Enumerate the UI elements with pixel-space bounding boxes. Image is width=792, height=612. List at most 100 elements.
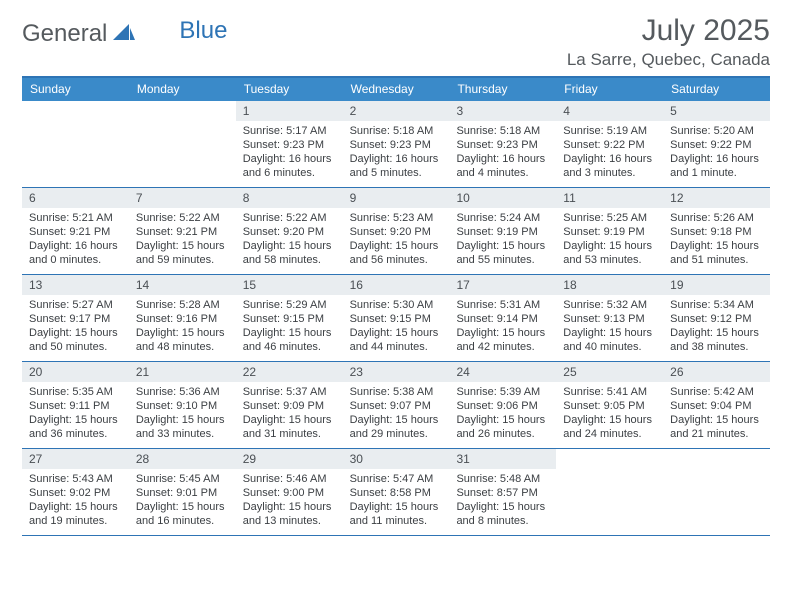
- calendar-cell: 31Sunrise: 5:48 AMSunset: 8:57 PMDayligh…: [449, 449, 556, 535]
- sunset-line: Sunset: 9:13 PM: [563, 312, 656, 326]
- sunrise-line: Sunrise: 5:23 AM: [350, 211, 443, 225]
- calendar-cell: 3Sunrise: 5:18 AMSunset: 9:23 PMDaylight…: [449, 101, 556, 187]
- cell-body: Sunrise: 5:28 AMSunset: 9:16 PMDaylight:…: [129, 295, 236, 360]
- daylight-line: Daylight: 16 hours and 4 minutes.: [456, 152, 549, 180]
- sunrise-line: Sunrise: 5:37 AM: [243, 385, 336, 399]
- daylight-line: Daylight: 15 hours and 33 minutes.: [136, 413, 229, 441]
- daylight-line: Daylight: 15 hours and 13 minutes.: [243, 500, 336, 528]
- weekday-header: Thursday: [449, 78, 556, 101]
- sunrise-line: Sunrise: 5:30 AM: [350, 298, 443, 312]
- daylight-line: Daylight: 15 hours and 26 minutes.: [456, 413, 549, 441]
- sunset-line: Sunset: 9:17 PM: [29, 312, 122, 326]
- daylight-line: Daylight: 16 hours and 0 minutes.: [29, 239, 122, 267]
- daylight-line: Daylight: 15 hours and 8 minutes.: [456, 500, 549, 528]
- page-header: General Blue July 2025 La Sarre, Quebec,…: [22, 14, 770, 70]
- sunrise-line: Sunrise: 5:18 AM: [350, 124, 443, 138]
- daylight-line: Daylight: 15 hours and 36 minutes.: [29, 413, 122, 441]
- sunset-line: Sunset: 9:06 PM: [456, 399, 549, 413]
- daylight-line: Daylight: 15 hours and 56 minutes.: [350, 239, 443, 267]
- weekday-header: Tuesday: [236, 78, 343, 101]
- sunrise-line: Sunrise: 5:35 AM: [29, 385, 122, 399]
- calendar-week: 1Sunrise: 5:17 AMSunset: 9:23 PMDaylight…: [22, 101, 770, 188]
- sunrise-line: Sunrise: 5:26 AM: [670, 211, 763, 225]
- sunrise-line: Sunrise: 5:45 AM: [136, 472, 229, 486]
- calendar-cell: 11Sunrise: 5:25 AMSunset: 9:19 PMDayligh…: [556, 188, 663, 274]
- cell-body: Sunrise: 5:19 AMSunset: 9:22 PMDaylight:…: [556, 121, 663, 186]
- sunset-line: Sunset: 8:57 PM: [456, 486, 549, 500]
- calendar-week: 13Sunrise: 5:27 AMSunset: 9:17 PMDayligh…: [22, 275, 770, 362]
- date-number: 17: [449, 275, 556, 295]
- sunset-line: Sunset: 9:18 PM: [670, 225, 763, 239]
- calendar-cell: 14Sunrise: 5:28 AMSunset: 9:16 PMDayligh…: [129, 275, 236, 361]
- cell-body: Sunrise: 5:29 AMSunset: 9:15 PMDaylight:…: [236, 295, 343, 360]
- daylight-line: Daylight: 15 hours and 19 minutes.: [29, 500, 122, 528]
- cell-body: Sunrise: 5:48 AMSunset: 8:57 PMDaylight:…: [449, 469, 556, 534]
- daylight-line: Daylight: 15 hours and 11 minutes.: [350, 500, 443, 528]
- sunset-line: Sunset: 9:21 PM: [29, 225, 122, 239]
- sunrise-line: Sunrise: 5:17 AM: [243, 124, 336, 138]
- sunset-line: Sunset: 9:05 PM: [563, 399, 656, 413]
- sunrise-line: Sunrise: 5:42 AM: [670, 385, 763, 399]
- brand-text-general: General: [22, 20, 107, 48]
- calendar: SundayMondayTuesdayWednesdayThursdayFrid…: [22, 76, 770, 536]
- sunset-line: Sunset: 9:15 PM: [243, 312, 336, 326]
- daylight-line: Daylight: 15 hours and 59 minutes.: [136, 239, 229, 267]
- sunset-line: Sunset: 9:20 PM: [350, 225, 443, 239]
- sunrise-line: Sunrise: 5:48 AM: [456, 472, 549, 486]
- sunset-line: Sunset: 9:23 PM: [350, 138, 443, 152]
- cell-body: Sunrise: 5:32 AMSunset: 9:13 PMDaylight:…: [556, 295, 663, 360]
- sunset-line: Sunset: 9:14 PM: [456, 312, 549, 326]
- date-number: 11: [556, 188, 663, 208]
- weekday-header: Wednesday: [343, 78, 450, 101]
- calendar-cell: 20Sunrise: 5:35 AMSunset: 9:11 PMDayligh…: [22, 362, 129, 448]
- sunrise-line: Sunrise: 5:41 AM: [563, 385, 656, 399]
- calendar-cell: 13Sunrise: 5:27 AMSunset: 9:17 PMDayligh…: [22, 275, 129, 361]
- cell-body: Sunrise: 5:22 AMSunset: 9:21 PMDaylight:…: [129, 208, 236, 273]
- daylight-line: Daylight: 15 hours and 58 minutes.: [243, 239, 336, 267]
- date-number: 22: [236, 362, 343, 382]
- date-number: 24: [449, 362, 556, 382]
- sunset-line: Sunset: 9:23 PM: [243, 138, 336, 152]
- cell-body: Sunrise: 5:21 AMSunset: 9:21 PMDaylight:…: [22, 208, 129, 273]
- daylight-line: Daylight: 15 hours and 44 minutes.: [350, 326, 443, 354]
- month-title: July 2025: [567, 14, 770, 48]
- daylight-line: Daylight: 15 hours and 16 minutes.: [136, 500, 229, 528]
- cell-body: Sunrise: 5:43 AMSunset: 9:02 PMDaylight:…: [22, 469, 129, 534]
- sunset-line: Sunset: 9:10 PM: [136, 399, 229, 413]
- location-subtitle: La Sarre, Quebec, Canada: [567, 50, 770, 70]
- sunrise-line: Sunrise: 5:46 AM: [243, 472, 336, 486]
- sunrise-line: Sunrise: 5:29 AM: [243, 298, 336, 312]
- calendar-cell: 12Sunrise: 5:26 AMSunset: 9:18 PMDayligh…: [663, 188, 770, 274]
- sunset-line: Sunset: 9:00 PM: [243, 486, 336, 500]
- date-number: 7: [129, 188, 236, 208]
- cell-body: Sunrise: 5:46 AMSunset: 9:00 PMDaylight:…: [236, 469, 343, 534]
- sunrise-line: Sunrise: 5:19 AM: [563, 124, 656, 138]
- date-number: 16: [343, 275, 450, 295]
- calendar-cell: 21Sunrise: 5:36 AMSunset: 9:10 PMDayligh…: [129, 362, 236, 448]
- cell-body: Sunrise: 5:36 AMSunset: 9:10 PMDaylight:…: [129, 382, 236, 447]
- date-number: 25: [556, 362, 663, 382]
- cell-body: Sunrise: 5:42 AMSunset: 9:04 PMDaylight:…: [663, 382, 770, 447]
- date-number: 3: [449, 101, 556, 121]
- cell-body: Sunrise: 5:25 AMSunset: 9:19 PMDaylight:…: [556, 208, 663, 273]
- date-number: 6: [22, 188, 129, 208]
- sunrise-line: Sunrise: 5:47 AM: [350, 472, 443, 486]
- cell-body: Sunrise: 5:26 AMSunset: 9:18 PMDaylight:…: [663, 208, 770, 273]
- brand-logo: General Blue: [22, 20, 227, 48]
- cell-body: Sunrise: 5:31 AMSunset: 9:14 PMDaylight:…: [449, 295, 556, 360]
- calendar-cell: 23Sunrise: 5:38 AMSunset: 9:07 PMDayligh…: [343, 362, 450, 448]
- sunset-line: Sunset: 9:02 PM: [29, 486, 122, 500]
- calendar-cell: 17Sunrise: 5:31 AMSunset: 9:14 PMDayligh…: [449, 275, 556, 361]
- cell-body: Sunrise: 5:20 AMSunset: 9:22 PMDaylight:…: [663, 121, 770, 186]
- cell-body: Sunrise: 5:27 AMSunset: 9:17 PMDaylight:…: [22, 295, 129, 360]
- daylight-line: Daylight: 15 hours and 48 minutes.: [136, 326, 229, 354]
- daylight-line: Daylight: 15 hours and 51 minutes.: [670, 239, 763, 267]
- brand-sail-icon: [111, 22, 137, 47]
- date-number: 2: [343, 101, 450, 121]
- sunset-line: Sunset: 8:58 PM: [350, 486, 443, 500]
- sunset-line: Sunset: 9:15 PM: [350, 312, 443, 326]
- date-number: 10: [449, 188, 556, 208]
- date-number: 1: [236, 101, 343, 121]
- sunset-line: Sunset: 9:22 PM: [670, 138, 763, 152]
- sunrise-line: Sunrise: 5:36 AM: [136, 385, 229, 399]
